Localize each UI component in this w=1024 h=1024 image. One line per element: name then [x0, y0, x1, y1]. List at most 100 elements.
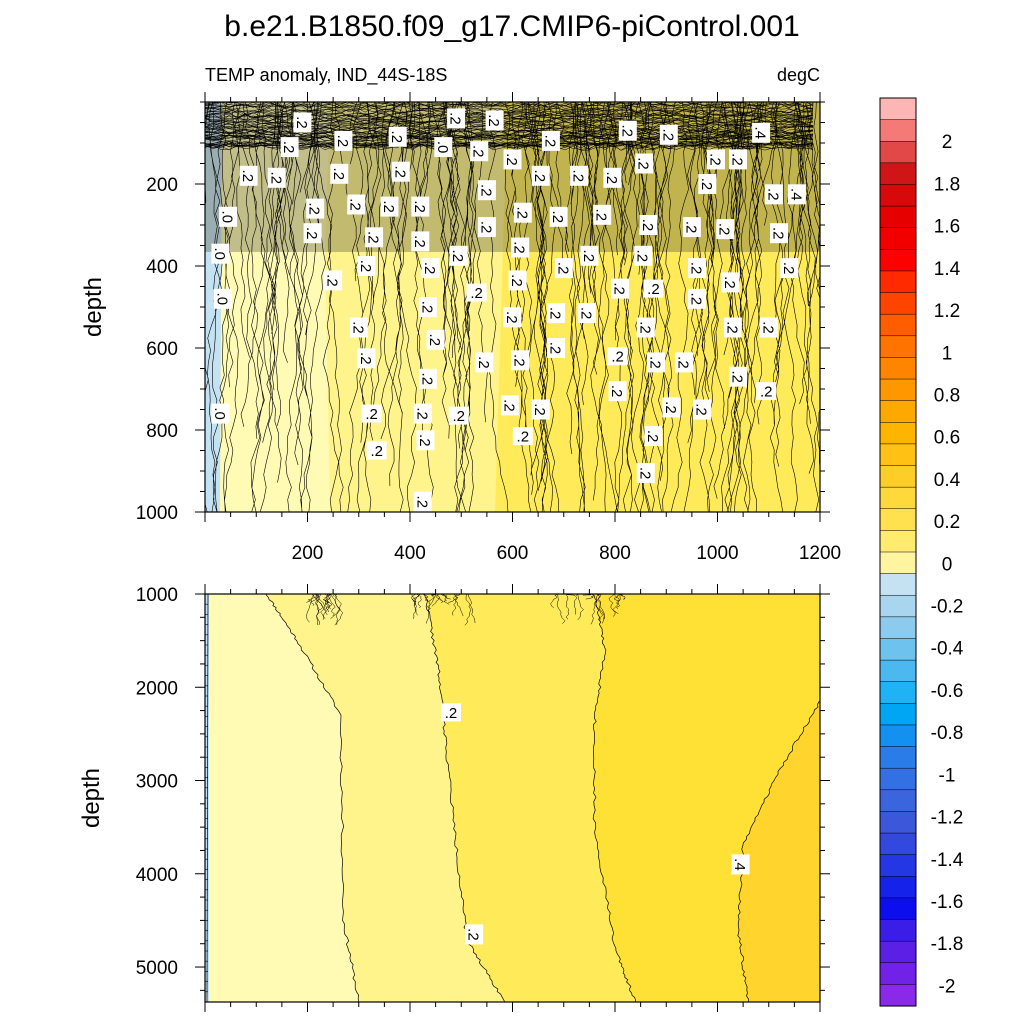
- upper-contour-label: .2: [280, 137, 299, 158]
- colorbar-swatch: [879, 616, 917, 640]
- svg-text:.2: .2: [764, 188, 781, 201]
- svg-text:.2: .2: [635, 157, 652, 170]
- svg-text:.2: .2: [729, 370, 746, 383]
- svg-text:.0: .0: [434, 141, 451, 154]
- colorbar-label: 1.6: [934, 217, 960, 238]
- upper-contour-label: .2: [303, 223, 322, 244]
- colorbar-swatch: [879, 832, 917, 856]
- upper-contour-label: .2: [421, 258, 440, 279]
- y-tick-label: 1000: [136, 585, 178, 606]
- colorbar-label: -0.4: [931, 639, 964, 660]
- x-tick-label: 400: [394, 543, 426, 564]
- upper-contour-label: .2: [707, 149, 725, 170]
- upper-contour-label: .2: [675, 352, 694, 373]
- svg-text:.2: .2: [577, 307, 594, 320]
- svg-text:.2: .2: [391, 165, 408, 178]
- svg-text:.2: .2: [477, 221, 494, 234]
- upper-contour-label: .2: [330, 163, 349, 184]
- svg-text:.0: .0: [211, 407, 228, 420]
- svg-text:.2: .2: [716, 223, 733, 236]
- colorbar-swatch: [879, 681, 917, 704]
- x-tick-label: 1200: [799, 543, 841, 564]
- colorbar-label: -1.2: [931, 808, 964, 829]
- colorbar-label: 1: [942, 343, 953, 364]
- upper-contour-label: .2: [448, 406, 469, 425]
- chart-subtitle-left: TEMP anomaly, IND_44S-18S: [205, 65, 447, 86]
- upper-contour-label: .2: [366, 441, 387, 460]
- upper-contour-label: .2: [580, 245, 599, 266]
- upper-contour-label: .0: [213, 288, 232, 309]
- colorbar-swatch: [879, 940, 917, 964]
- upper-panel-x-axis: 200 400 600 800 1000 1200: [204, 92, 841, 564]
- colorbar-swatch: [879, 313, 917, 337]
- upper-contour-label: .2: [682, 217, 701, 238]
- svg-text:.2: .2: [570, 170, 587, 183]
- upper-contour-label: .2: [549, 206, 568, 227]
- lower-contour-line: [592, 594, 636, 1002]
- svg-text:.2: .2: [675, 356, 692, 369]
- svg-text:.0: .0: [213, 293, 230, 306]
- upper-contour-label: .2: [357, 256, 376, 276]
- svg-text:.2: .2: [503, 153, 520, 166]
- upper-contour-label: .2: [388, 126, 407, 147]
- svg-text:.2: .2: [365, 406, 378, 423]
- upper-contour-label: .2: [611, 278, 630, 299]
- upper-contour-label: .2: [306, 198, 325, 219]
- svg-text:.2: .2: [303, 227, 320, 240]
- upper-contour-label: .2: [759, 317, 778, 338]
- colorbar-label: 0.4: [934, 470, 961, 491]
- svg-text:.2: .2: [334, 135, 351, 148]
- svg-text:.2: .2: [634, 250, 651, 263]
- lower-panel-ylabel: depth: [78, 768, 105, 828]
- y-tick-label: 800: [146, 421, 178, 442]
- upper-contour-label: .2: [716, 219, 735, 240]
- chart-subtitle-right: degC: [777, 65, 820, 85]
- x-tick-label: 1000: [696, 543, 738, 564]
- colorbar-swatch: [879, 486, 917, 510]
- svg-text:.2: .2: [693, 403, 710, 416]
- upper-contour-label: .2: [365, 227, 384, 248]
- svg-text:.2: .2: [662, 401, 679, 414]
- colorbar-swatch: [879, 465, 917, 488]
- svg-text:.0: .0: [219, 211, 236, 224]
- svg-text:.2: .2: [280, 141, 297, 154]
- x-tick-label: 200: [292, 543, 324, 564]
- upper-contour-label: .2: [426, 329, 445, 350]
- upper-contour-label: .2: [643, 279, 664, 298]
- upper-panel: .2 .2 .2 .2 .2 .2 .0 .2 .2 .2 .2 .2 .4 .2 .2 .2 .2 .2 .2 .2…: [80, 92, 841, 564]
- upper-contour-label: .2: [508, 270, 527, 291]
- svg-text:.2: .2: [239, 170, 256, 183]
- svg-text:.2: .2: [500, 399, 517, 412]
- colorbar-swatch: [879, 119, 917, 142]
- svg-text:.2: .2: [370, 443, 383, 460]
- upper-contour-label: .2: [723, 317, 742, 338]
- upper-contour-label: .4: [787, 184, 806, 205]
- chart-title: b.e21.B1850.f09_g17.CMIP6-piControl.001: [224, 10, 799, 43]
- x-tick-label: 600: [497, 543, 529, 564]
- colorbar-swatch: [879, 811, 917, 834]
- svg-text:.2: .2: [418, 301, 435, 314]
- upper-contour-label: .2: [780, 258, 799, 279]
- svg-text:.2: .2: [698, 178, 715, 191]
- upper-contour-label: .2: [477, 180, 496, 201]
- svg-text:.2: .2: [780, 262, 797, 275]
- svg-text:.2: .2: [688, 293, 705, 306]
- colorbar-label: -1.8: [931, 934, 964, 955]
- lower-contour-label: .2: [465, 924, 484, 945]
- y-tick-label: 4000: [136, 865, 178, 886]
- upper-contour-label: .2: [503, 149, 522, 170]
- x-tick-label: 800: [599, 543, 631, 564]
- colorbar-label: -0.2: [931, 597, 964, 618]
- upper-contour-label: .2: [418, 297, 437, 317]
- colorbar-swatch: [879, 746, 917, 769]
- svg-text:.2: .2: [267, 172, 284, 185]
- lower-contour-label: .2: [441, 703, 461, 722]
- svg-text:.2: .2: [418, 373, 435, 386]
- svg-text:.2: .2: [531, 170, 548, 183]
- svg-text:.2: .2: [531, 403, 548, 416]
- upper-contour-label: .2: [361, 404, 382, 423]
- y-tick-label: 200: [146, 175, 178, 196]
- colorbar-swatch: [879, 789, 917, 812]
- svg-text:.2: .2: [511, 354, 528, 367]
